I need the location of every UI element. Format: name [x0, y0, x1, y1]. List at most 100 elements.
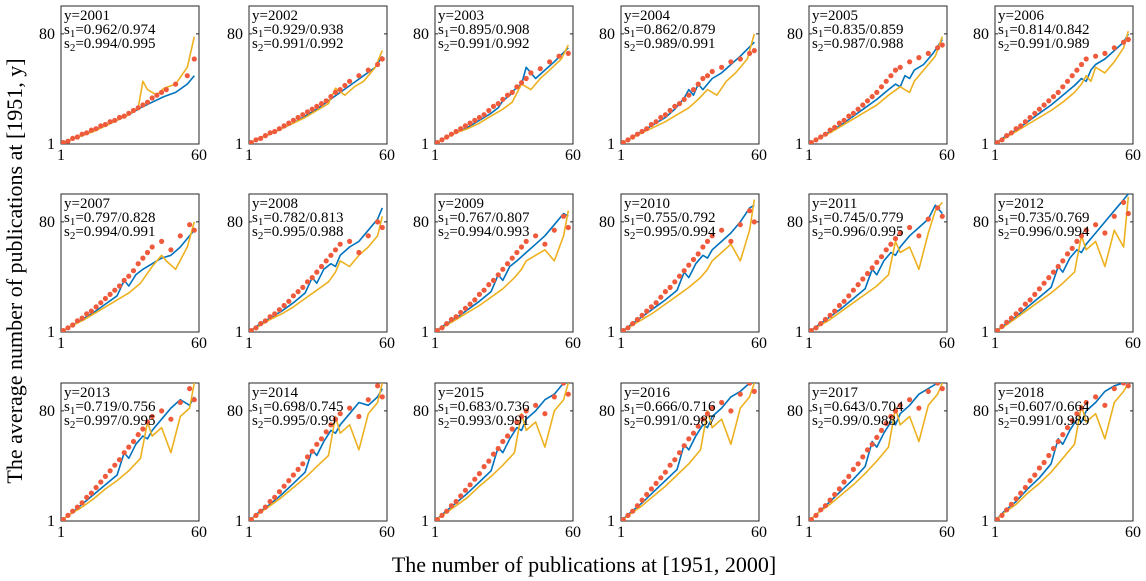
data-point: [130, 438, 137, 445]
data-point: [486, 107, 492, 114]
data-point: [916, 55, 922, 61]
data-point: [1078, 61, 1085, 68]
data-point: [187, 222, 193, 228]
data-point: [281, 302, 287, 309]
plot-area: [61, 383, 197, 521]
data-point: [177, 233, 183, 239]
data-point: [504, 92, 511, 98]
data-point: [107, 119, 113, 125]
data-point: [286, 120, 292, 126]
data-point: [621, 140, 626, 144]
data-point: [709, 68, 715, 75]
data-point: [846, 473, 852, 479]
data-point: [1032, 110, 1038, 116]
y-tick-label: 1: [981, 324, 989, 341]
data-point: [1036, 106, 1042, 112]
y-tick-label: 80: [39, 26, 55, 43]
data-point: [84, 494, 90, 500]
x-tick-label: 1: [245, 524, 253, 541]
x-axis-label: The number of publications at [1951, 200…: [392, 552, 776, 577]
x-tick-label: 60: [939, 147, 955, 164]
data-point: [518, 413, 525, 420]
y-tick-label: 1: [981, 513, 989, 530]
y-tick-label: 80: [599, 214, 615, 231]
data-point: [653, 480, 659, 486]
panel-annotation-s1: s1=0.643/0.704: [812, 399, 904, 417]
data-point: [135, 432, 141, 438]
plot-area: [809, 36, 945, 144]
data-point: [309, 275, 315, 281]
data-point: [458, 309, 464, 316]
data-point: [444, 508, 450, 514]
yellow-series-line: [995, 383, 1129, 521]
data-point: [102, 121, 108, 128]
data-point: [290, 117, 296, 123]
data-point: [365, 233, 371, 239]
data-point: [639, 312, 645, 318]
data-point: [700, 75, 706, 82]
data-point: [841, 298, 847, 304]
data-point: [855, 106, 861, 112]
data-point: [462, 305, 468, 311]
data-point: [686, 436, 692, 442]
x-tick-label: 60: [379, 524, 395, 541]
yellow-series-line: [61, 36, 196, 144]
axes-box: [620, 193, 760, 333]
data-point: [500, 438, 506, 445]
panel-title: y=2003: [438, 8, 484, 24]
data-point: [855, 282, 861, 288]
data-point: [695, 423, 701, 429]
panel-annotation-s1: s1=0.755/0.792: [624, 210, 715, 228]
data-point: [869, 265, 875, 271]
data-point: [556, 53, 562, 59]
x-tick-label: 1: [617, 147, 625, 164]
data-point: [836, 486, 843, 492]
data-point: [467, 120, 473, 126]
data-point: [686, 92, 692, 98]
data-point: [883, 247, 889, 253]
panel-title: y=2013: [64, 385, 110, 401]
data-point: [79, 315, 85, 321]
data-point: [644, 491, 650, 498]
data-point: [276, 126, 282, 132]
data-point: [648, 121, 655, 128]
panel-title: y=2006: [998, 8, 1044, 24]
data-point: [318, 263, 325, 270]
data-point: [1018, 490, 1024, 496]
plot-area: [621, 33, 757, 144]
panel-title: y=2007: [64, 196, 110, 212]
data-point: [995, 140, 1000, 144]
y-tick-label: 1: [235, 324, 243, 341]
x-tick-label: 1: [57, 335, 65, 352]
data-point: [827, 127, 833, 133]
data-point: [1022, 119, 1028, 125]
data-point: [332, 416, 339, 422]
data-point: [939, 386, 945, 392]
data-point: [1050, 445, 1057, 452]
data-point: [328, 94, 334, 100]
data-point: [295, 466, 301, 472]
y-tick-label: 1: [421, 136, 429, 153]
data-point: [435, 140, 440, 144]
y-tick-label: 80: [973, 214, 989, 231]
data-point: [1027, 297, 1033, 303]
y-tick-label: 80: [39, 214, 55, 231]
data-point: [1008, 315, 1015, 321]
data-point: [481, 287, 487, 293]
data-point: [168, 416, 174, 422]
data-point: [126, 444, 132, 450]
data-point: [121, 113, 127, 119]
data-point: [323, 429, 329, 435]
data-point: [897, 64, 903, 70]
data-point: [107, 291, 113, 297]
plot-area: [435, 44, 571, 144]
data-point: [140, 426, 146, 432]
data-point: [818, 134, 824, 140]
data-point: [860, 454, 866, 460]
data-point: [375, 383, 381, 389]
data-point: [695, 81, 701, 87]
data-point: [332, 89, 339, 95]
data-point: [874, 89, 880, 95]
